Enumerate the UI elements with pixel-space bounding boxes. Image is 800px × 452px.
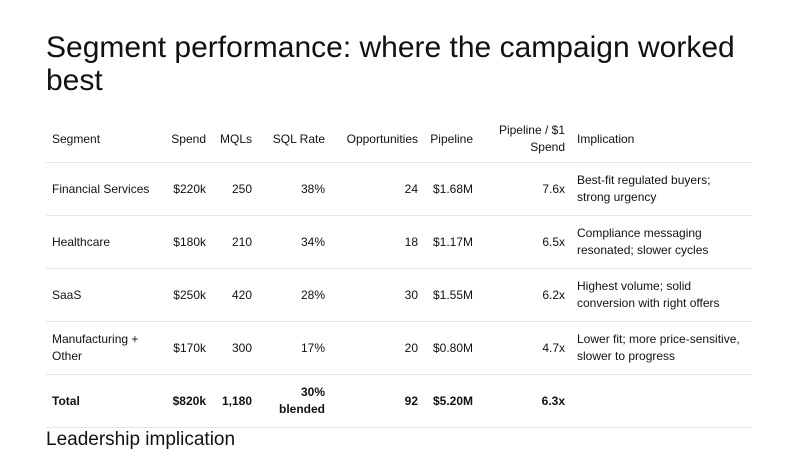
cell-pipeline-per-spend: 6.2x (479, 268, 571, 322)
cell-implication: Highest volume; solid conversion with ri… (571, 268, 752, 322)
cell-opportunities: 30 (331, 268, 424, 322)
cell-sql-rate: 38% (258, 162, 331, 216)
cell-spend: $220k (163, 162, 212, 216)
table-row: SaaS $250k 420 28% 30 $1.55M 6.2x Highes… (46, 268, 752, 322)
slide-title: Segment performance: where the campaign … (46, 31, 735, 97)
total-opportunities: 92 (331, 374, 424, 428)
cell-implication: Compliance messaging resonated; slower c… (571, 215, 752, 269)
header-sql-rate: SQL Rate (258, 116, 331, 163)
segment-performance-table: Segment Spend MQLs SQL Rate Opportunitie… (46, 116, 752, 428)
header-opportunities: Opportunities (331, 116, 424, 163)
cell-pipeline: $1.55M (424, 268, 479, 322)
cell-pipeline-per-spend: 7.6x (479, 162, 571, 216)
cell-mqls: 210 (212, 215, 258, 269)
total-implication (571, 374, 752, 428)
cell-spend: $250k (163, 268, 212, 322)
cell-segment: Manufacturing + Other (46, 321, 163, 375)
cell-implication: Lower fit; more price-sensitive, slower … (571, 321, 752, 375)
leadership-implication-heading: Leadership implication (46, 429, 236, 450)
table-total-row: Total $820k 1,180 30% blended 92 $5.20M … (46, 374, 752, 428)
cell-opportunities: 24 (331, 162, 424, 216)
cell-opportunities: 18 (331, 215, 424, 269)
header-implication: Implication (571, 116, 752, 163)
total-segment: Total (46, 374, 163, 428)
header-segment: Segment (46, 116, 163, 163)
total-sql-rate: 30% blended (258, 374, 331, 428)
cell-pipeline-per-spend: 6.5x (479, 215, 571, 269)
cell-sql-rate: 17% (258, 321, 331, 375)
header-pipeline: Pipeline (424, 116, 479, 163)
cell-sql-rate: 28% (258, 268, 331, 322)
cell-pipeline-per-spend: 4.7x (479, 321, 571, 375)
cell-spend: $170k (163, 321, 212, 375)
table-row: Healthcare $180k 210 34% 18 $1.17M 6.5x … (46, 215, 752, 269)
header-mqls: MQLs (212, 116, 258, 163)
cell-mqls: 250 (212, 162, 258, 216)
cell-segment: Financial Services (46, 162, 163, 216)
cell-mqls: 300 (212, 321, 258, 375)
table-row: Manufacturing + Other $170k 300 17% 20 $… (46, 321, 752, 375)
cell-segment: Healthcare (46, 215, 163, 269)
table-header-row: Segment Spend MQLs SQL Rate Opportunitie… (46, 116, 752, 163)
cell-implication: Best-fit regulated buyers; strong urgenc… (571, 162, 752, 216)
total-mqls: 1,180 (212, 374, 258, 428)
cell-pipeline: $1.68M (424, 162, 479, 216)
total-pipeline: $5.20M (424, 374, 479, 428)
cell-sql-rate: 34% (258, 215, 331, 269)
cell-segment: SaaS (46, 268, 163, 322)
total-pipeline-per-spend: 6.3x (479, 374, 571, 428)
header-spend: Spend (163, 116, 212, 163)
cell-opportunities: 20 (331, 321, 424, 375)
cell-pipeline: $1.17M (424, 215, 479, 269)
cell-spend: $180k (163, 215, 212, 269)
table-row: Financial Services $220k 250 38% 24 $1.6… (46, 162, 752, 216)
cell-pipeline: $0.80M (424, 321, 479, 375)
header-pipeline-per-spend: Pipeline / $1 Spend (479, 116, 571, 163)
cell-mqls: 420 (212, 268, 258, 322)
total-spend: $820k (163, 374, 212, 428)
